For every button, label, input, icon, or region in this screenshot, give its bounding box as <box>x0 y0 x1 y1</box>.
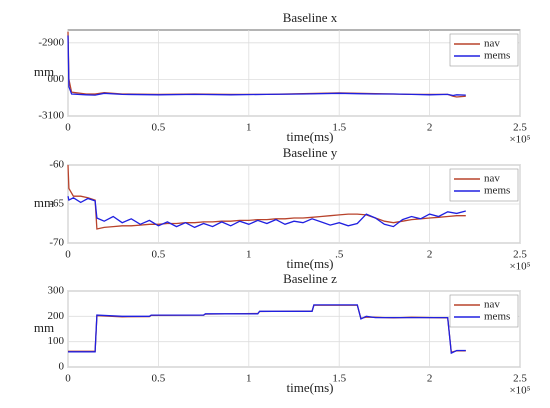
x-tick-label: 2.5 <box>513 249 527 261</box>
y-tick-label: -65 <box>49 198 64 210</box>
legend-label: nav <box>484 38 500 50</box>
y-tick-label: -70 <box>49 237 64 249</box>
x-tick-label: 2 <box>427 122 433 134</box>
y-tick-label: 300 <box>48 285 65 297</box>
y-tick-label: -2900 <box>38 36 64 48</box>
subplot: 0 0.5 1 1.5 2 2.5 -3100 000 -2900 Baseline x mm tim… <box>34 10 531 146</box>
series-line <box>68 304 466 355</box>
legend-box <box>449 33 519 67</box>
plot-area <box>67 29 521 117</box>
x-tick-label: 0 <box>65 373 71 385</box>
x-tick-label: 1 <box>246 373 252 385</box>
x-multiplier: ×10⁵ <box>509 261 530 273</box>
title: Baseline z <box>283 271 337 286</box>
x-tick-label: 2 <box>427 373 433 385</box>
x-tick-label: 1 <box>246 122 252 134</box>
x-axis-label: time(ms) <box>287 380 334 395</box>
x-tick-label: 0 <box>65 249 71 261</box>
x-tick-label: 2.5 <box>513 373 527 385</box>
legend-label: mems <box>484 50 510 62</box>
y-axis-label: mm <box>34 320 54 335</box>
legend-label: nav <box>484 173 500 185</box>
x-tick-label: 0.5 <box>152 373 166 385</box>
subplot: 0 0.5 1 .5 2 2.5 -70 -65 -60 Baseline y mm time(ms)… <box>34 145 531 273</box>
legend-label: mems <box>484 185 510 197</box>
x-multiplier: ×10⁵ <box>509 385 530 397</box>
legend-box <box>449 168 519 202</box>
x-axis-label: time(ms) <box>287 129 334 144</box>
x-tick-label: .5 <box>335 249 344 261</box>
x-multiplier: ×10⁵ <box>509 134 530 146</box>
x-tick-label: 0.5 <box>152 249 166 261</box>
x-tick-label: 1 <box>246 249 252 261</box>
y-tick-label: 200 <box>48 310 65 322</box>
x-tick-label: 2.5 <box>513 122 527 134</box>
title: Baseline y <box>283 145 338 160</box>
y-axis-label: mm <box>34 64 54 79</box>
legend-box <box>449 294 519 328</box>
x-tick-label: 1.5 <box>332 373 346 385</box>
x-tick-label: 0 <box>65 122 71 134</box>
series-line <box>67 196 466 229</box>
y-tick-label: -3100 <box>38 110 64 122</box>
y-tick-label: 100 <box>48 335 65 347</box>
legend-label: nav <box>484 299 500 311</box>
y-axis-label: mm <box>34 195 54 210</box>
legend-label: mems <box>484 311 510 323</box>
subplot: 0 0.5 1 1.5 2 2.5 0 100 200 300 Baseline z mm time(m… <box>34 271 531 397</box>
y-tick-label: 0 <box>59 361 65 373</box>
x-axis-label: time(ms) <box>287 256 334 271</box>
x-tick-label: 0.5 <box>152 122 166 134</box>
x-tick-label: 1.5 <box>332 122 346 134</box>
x-tick-label: 2 <box>427 249 433 261</box>
title: Baseline x <box>283 10 338 25</box>
series-line <box>67 164 466 230</box>
y-tick-label: 000 <box>48 73 65 85</box>
y-tick-label: -60 <box>49 159 64 171</box>
series-line <box>67 35 466 97</box>
